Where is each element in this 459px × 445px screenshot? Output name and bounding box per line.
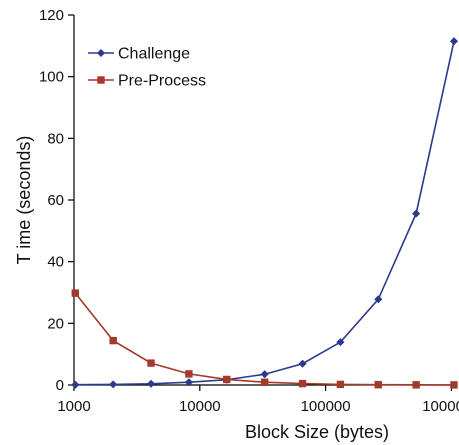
legend-label: Pre-Process	[118, 73, 206, 90]
tick-marks: 0 20 40 60 80 100 120 1000 10000 100000 1000000	[39, 7, 459, 415]
y-tick-label: 0	[56, 377, 64, 394]
data-point	[374, 295, 383, 304]
data-point	[298, 359, 307, 368]
data-point	[185, 370, 193, 378]
data-point	[412, 209, 421, 218]
series-layer	[71, 37, 459, 389]
y-tick-label: 20	[47, 315, 64, 332]
x-tick-label: 1000000	[422, 398, 459, 415]
x-tick-label: 10000	[179, 398, 221, 415]
data-point	[184, 378, 193, 387]
y-tick-label: 120	[39, 7, 64, 24]
data-point	[147, 359, 155, 367]
data-point	[71, 380, 80, 389]
legend-marker	[97, 76, 105, 84]
y-axis-title: T ime (seconds)	[14, 136, 34, 265]
x-tick-label: 1000	[57, 398, 90, 415]
data-point	[260, 378, 269, 386]
data-point	[298, 379, 307, 388]
series-line	[75, 41, 455, 386]
axes	[73, 15, 454, 386]
legend-item: Challenge	[88, 46, 190, 63]
y-tick-label: 80	[47, 130, 64, 147]
data-point	[71, 289, 79, 297]
data-point	[412, 381, 420, 389]
x-tick-label: 100000	[301, 398, 351, 415]
y-tick-label: 40	[47, 254, 64, 271]
data-point	[260, 370, 269, 379]
legend: Challenge Pre-Process	[88, 46, 206, 90]
legend-marker	[96, 48, 106, 58]
data-point	[450, 381, 458, 389]
data-point	[336, 338, 345, 347]
y-tick-label: 60	[47, 192, 64, 209]
y-tick-label: 100	[39, 69, 64, 86]
x-axis-title: Block Size (bytes)	[245, 422, 389, 442]
data-point	[449, 37, 459, 46]
data-point	[223, 375, 231, 384]
data-point	[147, 379, 156, 388]
data-point	[109, 380, 118, 389]
series-challenge	[71, 37, 459, 389]
legend-item: Pre-Process	[88, 73, 206, 90]
legend-label: Challenge	[118, 46, 190, 63]
data-point	[336, 380, 345, 389]
series-pre-process	[71, 289, 458, 389]
data-point	[109, 336, 117, 345]
data-point	[374, 380, 382, 389]
